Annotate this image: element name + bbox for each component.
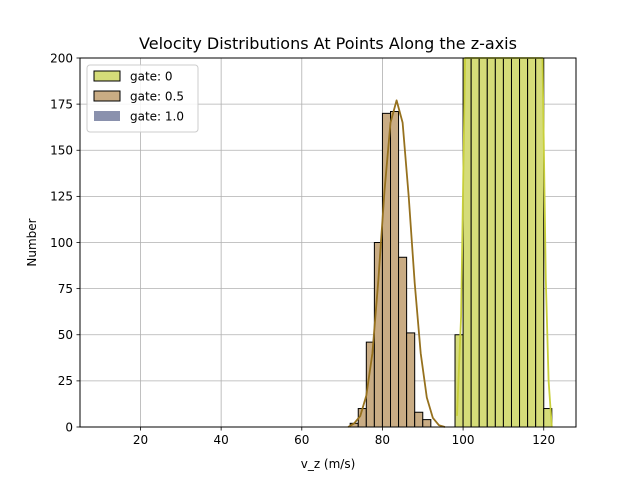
histogram-bar-series-0 — [510, 57, 521, 428]
histogram-bar-series-0 — [486, 57, 496, 428]
histogram-bar-series-0 — [470, 57, 480, 428]
y-tick-label: 100 — [50, 236, 73, 250]
x-axis-ticks: 20 40 60 80 100 120 — [133, 427, 555, 447]
legend-swatch — [94, 111, 120, 121]
x-tick-label: 80 — [375, 433, 390, 447]
y-axis-ticks: 0 25 50 75 100 125 150 175 200 — [50, 51, 80, 434]
y-tick-label: 175 — [50, 97, 73, 111]
x-tick-label: 20 — [133, 433, 148, 447]
x-tick-label: 120 — [532, 433, 555, 447]
y-axis-label: Number — [25, 218, 39, 266]
legend-label: gate: 0 — [130, 70, 173, 84]
y-tick-label: 0 — [65, 420, 73, 434]
y-tick-label: 125 — [50, 190, 73, 204]
legend-label: gate: 0.5 — [130, 90, 184, 104]
histogram-bar-series-1 — [390, 111, 400, 428]
histogram-bar-series-1 — [414, 411, 424, 428]
x-axis-label: v_z (m/s) — [301, 457, 356, 471]
histogram-bar-series-0 — [527, 57, 537, 428]
histogram-bar-series-1 — [398, 256, 408, 428]
y-tick-label: 50 — [58, 328, 73, 342]
legend-swatch — [93, 70, 121, 82]
x-tick-label: 40 — [213, 433, 228, 447]
y-tick-label: 75 — [58, 282, 73, 296]
y-tick-label: 25 — [58, 374, 73, 388]
legend-label: gate: 1.0 — [130, 110, 184, 124]
chart-title: Velocity Distributions At Points Along t… — [139, 34, 517, 53]
y-tick-label: 150 — [50, 144, 73, 158]
legend-swatch — [93, 90, 121, 102]
histogram-bar-series-0 — [519, 57, 529, 428]
y-tick-label: 200 — [50, 51, 73, 65]
x-tick-label: 60 — [294, 433, 309, 447]
histogram-bar-series-1 — [422, 419, 432, 428]
x-tick-label: 100 — [452, 433, 475, 447]
kde-curve-series-1 — [347, 99, 446, 428]
histogram-bar-series-0 — [502, 57, 512, 428]
histogram-bar-series-0 — [494, 57, 504, 428]
histogram-bar-series-1 — [406, 332, 416, 428]
legend: gate: 0 gate: 0.5 gate: 1.0 — [86, 64, 199, 133]
histogram-bar-series-0 — [478, 57, 488, 428]
